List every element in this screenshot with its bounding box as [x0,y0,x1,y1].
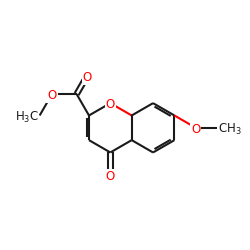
Text: O: O [106,170,115,183]
Text: O: O [106,98,115,111]
Text: O: O [82,71,92,84]
Text: CH$_3$: CH$_3$ [218,122,241,138]
Text: O: O [191,123,200,136]
Text: H$_3$C: H$_3$C [15,110,39,125]
Text: O: O [47,89,56,102]
